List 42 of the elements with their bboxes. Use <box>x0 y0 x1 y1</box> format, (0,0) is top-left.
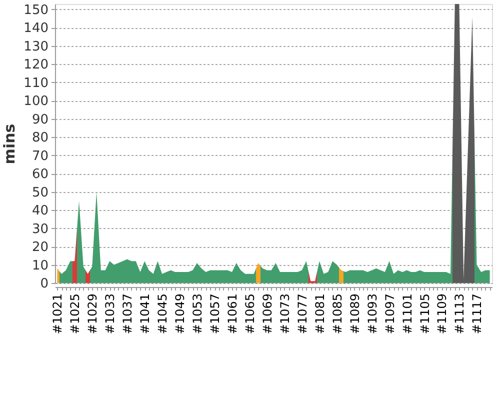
x-tick-label: #1057 <box>208 294 222 334</box>
x-tick-label: #1037 <box>120 294 135 334</box>
x-tick-label: #1097 <box>382 294 397 334</box>
y-tick-label: 120 <box>24 58 48 73</box>
x-tick-label: #1093 <box>365 294 380 334</box>
x-tick-label: #1021 <box>50 294 65 334</box>
x-tick-label: #1061 <box>225 294 240 334</box>
y-tick-label: 50 <box>32 185 48 200</box>
y-tick-label: 60 <box>32 167 48 182</box>
y-tick-label: 100 <box>24 94 48 110</box>
y-tick-label: 80 <box>32 130 48 146</box>
x-tick-label: #1101 <box>400 294 414 334</box>
y-axis-title: mins <box>0 124 19 164</box>
x-tick-label: #1069 <box>260 294 274 334</box>
x-tick-label: #1073 <box>278 294 292 334</box>
y-tick-label: 40 <box>32 204 48 219</box>
y-tick-label: 130 <box>24 39 48 54</box>
x-tick-label: #1081 <box>312 294 327 334</box>
x-tick-label: #1085 <box>330 294 344 334</box>
y-tick-label: 20 <box>32 240 48 256</box>
y-tick-label: 0 <box>40 276 48 292</box>
y-tick-label: 110 <box>24 76 48 91</box>
x-tick-label: #1029 <box>86 294 100 334</box>
x-tick-label: #1033 <box>103 294 118 334</box>
x-tick-label: #1025 <box>68 294 82 334</box>
y-tick-label: 140 <box>24 21 48 36</box>
y-tick-label: 30 <box>32 222 48 237</box>
y-tick-label: 90 <box>32 112 48 128</box>
y-tick-label: 70 <box>32 148 48 164</box>
x-tick-label: #1053 <box>190 294 205 334</box>
y-tick-label: 10 <box>32 258 48 274</box>
x-tick-label: #1089 <box>348 294 362 334</box>
x-tick-label: #1113 <box>452 294 467 334</box>
y-tick-label: 150 <box>24 2 48 18</box>
x-tick-label: #1117 <box>470 294 484 334</box>
x-tick-label: #1077 <box>295 294 310 334</box>
x-tick-label: #1045 <box>156 294 170 334</box>
x-tick-label: #1109 <box>435 294 450 334</box>
x-tick-label: #1065 <box>242 294 257 334</box>
x-tick-label: #1049 <box>173 294 188 334</box>
x-tick-label: #1041 <box>138 294 152 334</box>
x-tick-label: #1105 <box>418 294 432 334</box>
